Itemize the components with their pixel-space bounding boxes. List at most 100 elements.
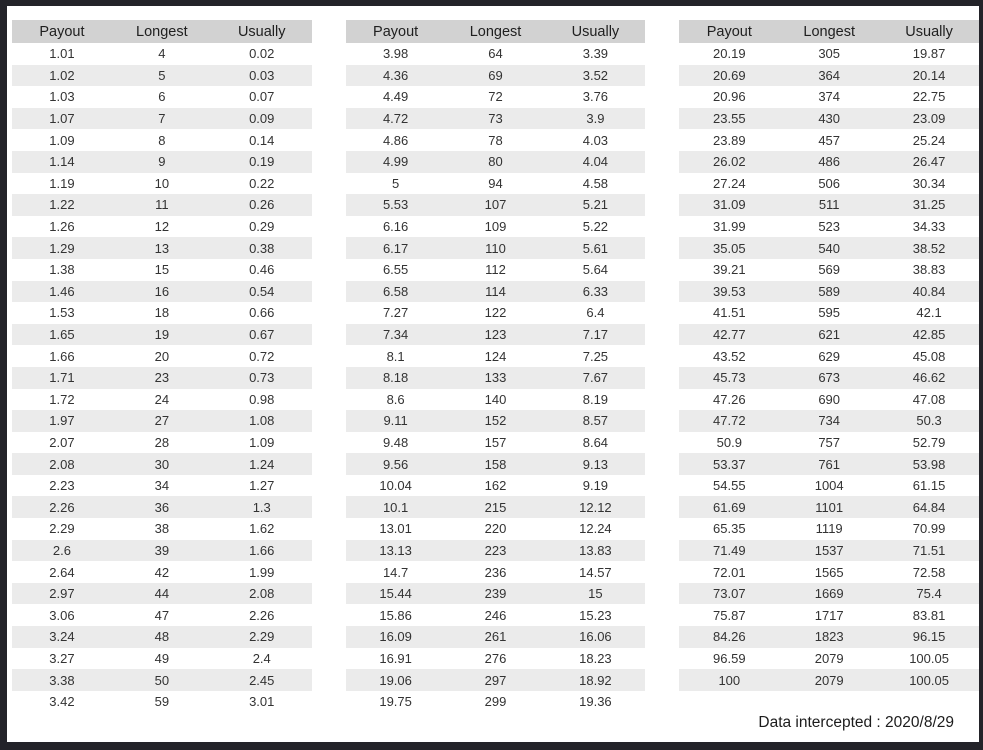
table-row: 4.49 72 3.76 xyxy=(346,86,646,108)
table-row: 41.51 595 42.1 xyxy=(679,302,979,324)
table-row: 2.6 39 1.66 xyxy=(12,539,312,562)
table-cell: 28 xyxy=(154,434,170,450)
table-cell: 64 xyxy=(488,46,503,62)
table-cell: 45.08 xyxy=(912,348,946,364)
table-cell: 7.17 xyxy=(582,327,609,343)
table-cell: 123 xyxy=(484,327,507,343)
table-cell: 1.66 xyxy=(249,542,275,558)
table-cell: 45.73 xyxy=(713,370,746,386)
table-cell: 27 xyxy=(154,413,170,429)
table-row: 26.02 486 26.47 xyxy=(679,150,980,173)
table-cell: 3.01 xyxy=(249,694,275,710)
table-cell: 757 xyxy=(818,434,841,450)
table-cell: 1004 xyxy=(814,478,844,494)
table-cell: 12.24 xyxy=(579,521,612,537)
table-cell: 1.24 xyxy=(249,456,275,472)
table-cell: 540 xyxy=(818,240,841,256)
table-cell: 1.14 xyxy=(49,154,75,170)
table-cell: 0.66 xyxy=(249,305,275,321)
table-cell: 0.46 xyxy=(249,262,275,278)
table-row: 53.37 761 53.98 xyxy=(679,453,980,475)
table-cell: 621 xyxy=(818,327,841,343)
table-cell: 1.27 xyxy=(249,478,275,494)
table-row: 72.01 1565 72.58 xyxy=(679,561,979,583)
table-cell: 2.26 xyxy=(249,607,275,623)
table-row: 13.01 220 12.24 xyxy=(346,518,646,540)
table-cell: 1.62 xyxy=(249,521,275,537)
table-cell: 8.1 xyxy=(386,348,405,364)
table-cell: 1.22 xyxy=(49,197,75,213)
table-cell: 16.91 xyxy=(379,650,412,666)
table-cell: 26.47 xyxy=(912,154,946,170)
table-row: 15.44 239 15 xyxy=(345,582,646,605)
table-row: 19.06 297 18.92 xyxy=(345,669,646,691)
table-cell: 54.55 xyxy=(713,478,746,494)
table-cell: 4 xyxy=(158,46,166,62)
table-row: 1.65 19 0.67 xyxy=(12,323,312,346)
table-cell: 15 xyxy=(154,262,170,278)
table-cell: 34.33 xyxy=(912,219,946,235)
table-cell: 78 xyxy=(488,132,503,148)
table-cell: 47 xyxy=(154,607,170,623)
table-cell: 299 xyxy=(484,694,507,710)
table-row: 1.71 23 0.73 xyxy=(12,366,312,389)
table-cell: 44 xyxy=(154,586,170,602)
column-header-longest: Longest xyxy=(445,20,546,43)
column-header-usually: Usually xyxy=(211,20,312,43)
table-cell: 1.09 xyxy=(249,434,275,450)
table-cell: 39.53 xyxy=(713,283,746,299)
table-cell: 100 xyxy=(718,672,741,688)
table-row: 1.46 16 0.54 xyxy=(12,280,312,303)
column-header-longest: Longest xyxy=(779,20,880,43)
table-cell: 162 xyxy=(484,478,507,494)
table-cell: 65.35 xyxy=(713,521,746,537)
table-row: 20.19 305 19.87 xyxy=(679,43,979,65)
table-row: 1.38 15 0.46 xyxy=(12,259,312,281)
table-cell: 46.62 xyxy=(912,370,946,386)
table-cell: 61.15 xyxy=(912,478,946,494)
column-header-usually: Usually xyxy=(545,20,646,43)
table-cell: 10.1 xyxy=(382,499,409,515)
table-cell: 297 xyxy=(484,672,507,688)
table-cell: 2.23 xyxy=(49,478,75,494)
table-cell: 8.64 xyxy=(582,434,609,450)
table-row: 1.14 9 0.19 xyxy=(12,150,312,173)
table-row: 1.09 8 0.14 xyxy=(12,129,312,151)
table-row: 4.86 78 4.03 xyxy=(346,129,646,151)
table-cell: 3.76 xyxy=(582,89,609,105)
table-cell: 0.72 xyxy=(249,348,275,364)
table-cell: 6.16 xyxy=(382,219,409,235)
table-cell: 16.06 xyxy=(579,629,612,645)
table-row: 2.64 42 1.99 xyxy=(12,561,312,583)
table-cell: 20.69 xyxy=(713,67,746,83)
table-row: 65.35 1119 70.99 xyxy=(679,518,979,540)
table-cell: 50.9 xyxy=(716,434,742,450)
table-cell: 276 xyxy=(484,650,507,666)
table-row: 39.21 569 38.83 xyxy=(679,259,979,281)
table-row: 8.1 124 7.25 xyxy=(346,345,646,367)
table-cell: 73 xyxy=(488,111,503,127)
table-cell: 48 xyxy=(154,629,170,645)
table-cell: 0.29 xyxy=(249,219,275,235)
table-cell: 110 xyxy=(485,240,506,256)
table-cell: 0.54 xyxy=(249,283,275,299)
table-cell: 9.48 xyxy=(382,434,409,450)
table-cell: 27.24 xyxy=(713,175,746,191)
table-row: 84.26 1823 96.15 xyxy=(679,626,980,648)
table-cell: 7.25 xyxy=(582,348,609,364)
table-cell: 2.64 xyxy=(49,564,75,580)
table-cell: 1119 xyxy=(815,521,843,537)
table-cell: 8.18 xyxy=(382,370,409,386)
table-cell: 1.26 xyxy=(49,219,75,235)
table-cell: 5 xyxy=(158,67,166,83)
table-cell: 94 xyxy=(488,175,503,191)
table-cell: 1.97 xyxy=(49,413,75,429)
table-row: 43.52 629 45.08 xyxy=(679,345,979,367)
tables-container: Payout Longest Usually 1.01 4 0.02 1.02 5 0.03 1… xyxy=(12,20,980,712)
table-row: 3.06 47 2.26 xyxy=(12,604,312,626)
table-cell: 0.03 xyxy=(249,67,275,83)
table-cell: 15.86 xyxy=(379,607,412,623)
table-cell: 236 xyxy=(484,564,507,580)
table-cell: 13.01 xyxy=(379,521,412,537)
table-cell: 31.09 xyxy=(713,197,746,213)
